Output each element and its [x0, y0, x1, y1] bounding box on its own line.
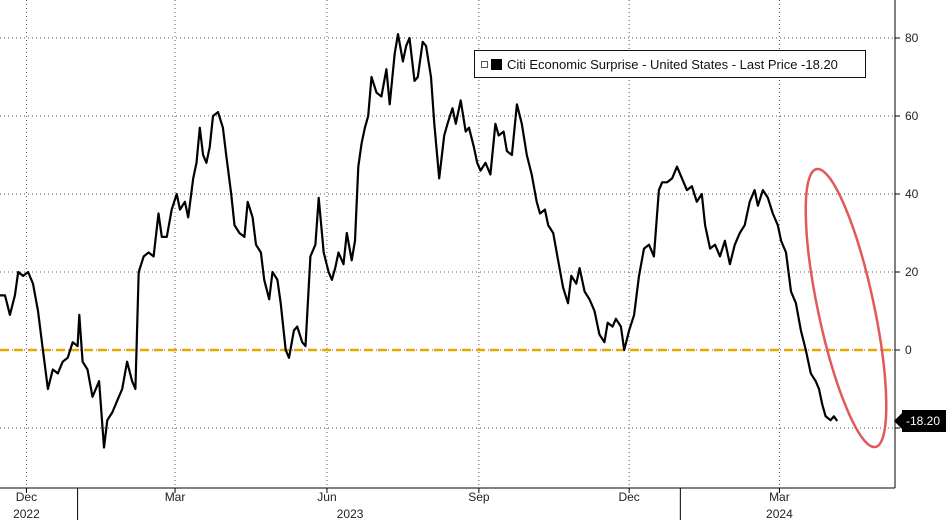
grid-lines [0, 0, 895, 488]
year-label: 2022 [13, 507, 40, 520]
series-line-citi-surprise [0, 33, 839, 449]
year-label: 2024 [766, 507, 793, 520]
x-axis-ticks: Dec Mar Jun Sep Dec Mar 2022 2023 2024 [13, 488, 793, 520]
legend-label: Citi Economic Surprise - United States -… [507, 56, 838, 72]
axes [0, 0, 896, 489]
x-tick-label: Sep [468, 490, 490, 504]
x-tick-label: Mar [165, 490, 186, 504]
legend: Citi Economic Surprise - United States -… [474, 50, 866, 78]
y-tick-label: 40 [905, 187, 919, 201]
year-label: 2023 [337, 507, 364, 520]
y-tick-label: 80 [905, 31, 919, 45]
y-tick-label: 20 [905, 265, 919, 279]
x-tick-label: Dec [618, 490, 639, 504]
y-tick-label: 0 [905, 343, 912, 357]
y-tick-label: 60 [905, 109, 919, 123]
x-tick-label: Dec [16, 490, 37, 504]
legend-toggle-icon[interactable] [481, 60, 488, 68]
x-tick-label: Mar [769, 490, 790, 504]
y-axis-ticks: -20020406080 [895, 31, 923, 435]
last-value-badge: -18.20 [894, 410, 946, 432]
legend-swatch [491, 58, 502, 70]
last-value-label: -18.20 [906, 414, 941, 428]
highlight-ellipse [804, 167, 888, 449]
x-tick-label: Jun [317, 490, 336, 504]
